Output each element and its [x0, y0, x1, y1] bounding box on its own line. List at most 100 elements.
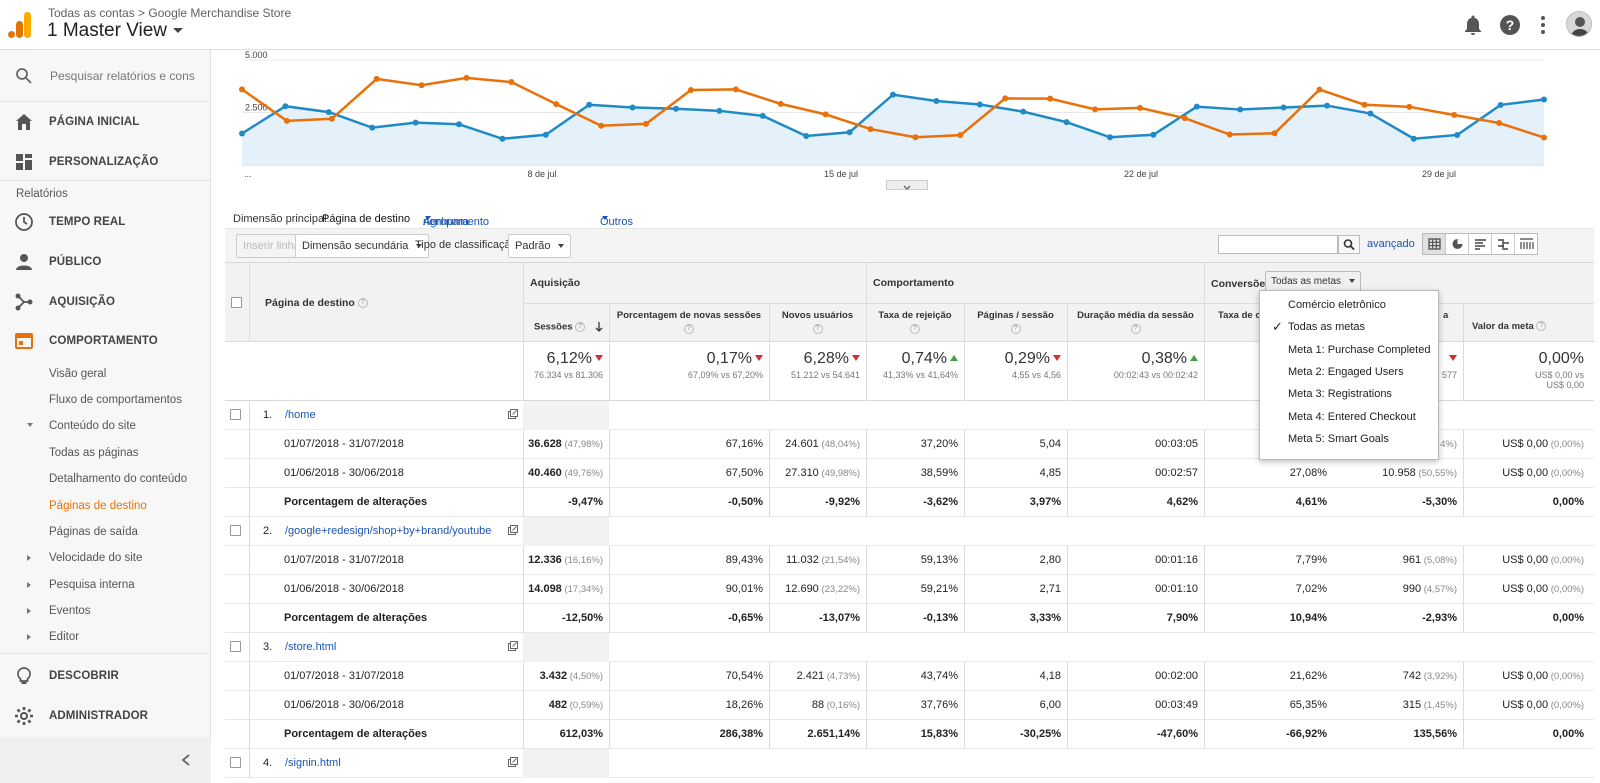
table-search-input[interactable]: [1218, 235, 1338, 254]
goal-option[interactable]: Todas as metas: [1288, 321, 1366, 334]
goal-option[interactable]: Comércio eletrônico: [1288, 299, 1386, 311]
landing-page-link[interactable]: /signin.html: [285, 757, 341, 769]
view-pivot-button[interactable]: [1515, 234, 1538, 254]
sort-type-dropdown[interactable]: Padrão: [508, 234, 572, 258]
col-header-landing-page[interactable]: Página de destino ?: [265, 297, 368, 309]
col-header-goal-value[interactable]: Valor da meta ?: [1472, 321, 1547, 332]
landing-page-link[interactable]: /google+redesign/shop+by+brand/youtube: [285, 525, 492, 537]
open-external-icon[interactable]: [508, 641, 518, 654]
sidebar-sub-all-pages[interactable]: Todas as páginas: [49, 447, 139, 459]
view-table-button[interactable]: [1423, 234, 1446, 254]
goal-option[interactable]: Meta 1: Purchase Completed: [1288, 343, 1431, 356]
col-separator: [1463, 303, 1464, 343]
sidebar-sub-publisher[interactable]: Editor: [27, 631, 79, 643]
cell-compl: 4%): [1440, 438, 1457, 450]
analytics-logo-icon[interactable]: [8, 12, 32, 38]
sidebar-item-discover[interactable]: DESCOBRIR: [0, 657, 211, 695]
open-external-icon[interactable]: [508, 409, 518, 422]
goal-option[interactable]: Meta 4: Entered Checkout: [1288, 410, 1416, 423]
sidebar-item-audience[interactable]: PÚBLICO: [0, 243, 211, 281]
sidebar-sub-exit-pages[interactable]: Páginas de saída: [49, 526, 138, 538]
row-checkbox[interactable]: [230, 757, 241, 768]
secondary-dimension-label: Dimensão secundária: [302, 240, 409, 252]
sidebar-search[interactable]: Pesquisar relatórios e cons: [0, 50, 211, 102]
sidebar-item-customization[interactable]: PERSONALIZAÇÃO: [0, 143, 211, 181]
sidebar-sub-site-content[interactable]: Conteúdo do site: [27, 420, 136, 432]
help-icon[interactable]: ?: [575, 322, 586, 332]
open-external-icon[interactable]: [508, 757, 518, 770]
cell-percentage: (4,73%): [824, 671, 860, 682]
col-header-pages-per-session[interactable]: Páginas / sessão?: [964, 310, 1067, 334]
col-header-completions[interactable]: a: [1443, 310, 1449, 321]
goal-option[interactable]: Meta 5: Smart Goals: [1288, 432, 1389, 445]
advanced-filter-link[interactable]: avançado: [1367, 238, 1415, 250]
chart-point: [463, 74, 470, 81]
cell-percentage: (16,16%): [561, 555, 603, 566]
help-icon[interactable]: ?: [684, 324, 694, 334]
chevron-down-icon: [558, 244, 565, 249]
row-checkbox[interactable]: [230, 409, 241, 420]
sidebar-divider: [0, 180, 211, 181]
sort-type-label: Tipo de classificação:: [415, 239, 520, 251]
col-separator: [866, 691, 867, 720]
account-breadcrumb[interactable]: Todas as contas > Google Merchandise Sto…: [48, 6, 292, 20]
view-performance-button[interactable]: [1469, 234, 1492, 254]
sidebar-sub-content-drilldown[interactable]: Detalhamento do conteúdo: [49, 473, 188, 485]
view-selector[interactable]: 1 Master View: [47, 20, 184, 42]
help-icon[interactable]: ?: [1010, 324, 1021, 334]
sidebar-sub-events[interactable]: Eventos: [27, 605, 91, 617]
help-icon[interactable]: ?: [1498, 13, 1522, 37]
view-pie-button[interactable]: [1446, 234, 1469, 254]
col-header-conversion-rate[interactable]: Taxa de co: [1218, 310, 1267, 321]
help-icon[interactable]: ?: [812, 324, 823, 334]
col-separator: [769, 662, 770, 691]
sidebar-item-label: TEMPO REAL: [49, 216, 126, 228]
sidebar-item-home[interactable]: PÁGINA INICIAL: [0, 103, 211, 141]
help-icon[interactable]: ?: [910, 324, 920, 334]
secondary-dimension-dropdown[interactable]: Dimensão secundária: [295, 234, 430, 258]
sidebar-item-realtime[interactable]: TEMPO REAL: [0, 203, 211, 241]
col-header-label: Porcentagem de novas sessões: [616, 310, 762, 321]
sidebar-item-behavior[interactable]: COMPORTAMENTO: [0, 322, 211, 360]
row-checkbox[interactable]: [230, 641, 241, 652]
open-external-icon[interactable]: [508, 525, 518, 538]
more-vert-icon[interactable]: [1531, 13, 1555, 37]
sidebar-sub-overview[interactable]: Visão geral: [49, 368, 107, 380]
col-header-new-users[interactable]: Novos usuários?: [769, 310, 866, 334]
search-input[interactable]: Pesquisar relatórios e cons: [50, 69, 195, 83]
goal-option[interactable]: Meta 2: Engaged Users: [1288, 365, 1404, 378]
cell-bounce: 59,13%: [921, 554, 958, 566]
col-header-new-sessions-pct[interactable]: Porcentagem de novas sessões?: [609, 310, 769, 334]
view-comparison-button[interactable]: [1492, 234, 1515, 254]
sidebar-sub-site-search[interactable]: Pesquisa interna: [27, 579, 135, 591]
cell-value: 00:02:00: [1155, 670, 1198, 682]
landing-page-link[interactable]: /store.html: [285, 641, 337, 653]
col-header-avg-duration[interactable]: Duração média da sessão?: [1067, 310, 1204, 334]
help-icon[interactable]: ?: [1536, 321, 1547, 332]
avatar[interactable]: [1566, 11, 1592, 37]
table-search-button[interactable]: [1338, 235, 1360, 254]
select-all-checkbox[interactable]: [231, 297, 242, 308]
help-icon[interactable]: ?: [357, 298, 368, 309]
col-header-bounce-rate[interactable]: Taxa de rejeição?: [866, 310, 964, 334]
col-header-sessions[interactable]: Sessões ?: [534, 321, 604, 333]
cell-value: US$ 0,00 (0,00%): [1502, 438, 1584, 450]
chevron-down-icon: [903, 185, 911, 190]
help-icon[interactable]: ?: [1130, 324, 1141, 334]
chart-expand-handle[interactable]: [886, 180, 928, 190]
landing-page-link[interactable]: /home: [285, 409, 316, 421]
cell-value: 37,20%: [920, 438, 958, 450]
dimension-landing-page[interactable]: Página de destino: [322, 213, 411, 225]
sidebar-sub-flow[interactable]: Fluxo de comportamentos: [49, 394, 182, 406]
bell-icon[interactable]: [1461, 13, 1485, 37]
row-checkbox[interactable]: [230, 525, 241, 536]
goal-option[interactable]: Meta 3: Registrations: [1288, 388, 1392, 401]
sidebar-sub-site-speed[interactable]: Velocidade do site: [27, 552, 142, 564]
sidebar-item-admin[interactable]: ADMINISTRADOR: [0, 697, 211, 735]
cell-value: 10,94%: [1289, 612, 1327, 624]
sidebar-item-acquisition[interactable]: AQUISIÇÃO: [0, 283, 211, 321]
row-band: [523, 401, 609, 430]
sidebar-collapse-bar[interactable]: [0, 737, 211, 783]
sort-descending-icon[interactable]: [594, 321, 604, 333]
sidebar-sub-landing-pages[interactable]: Páginas de destino: [49, 500, 147, 512]
